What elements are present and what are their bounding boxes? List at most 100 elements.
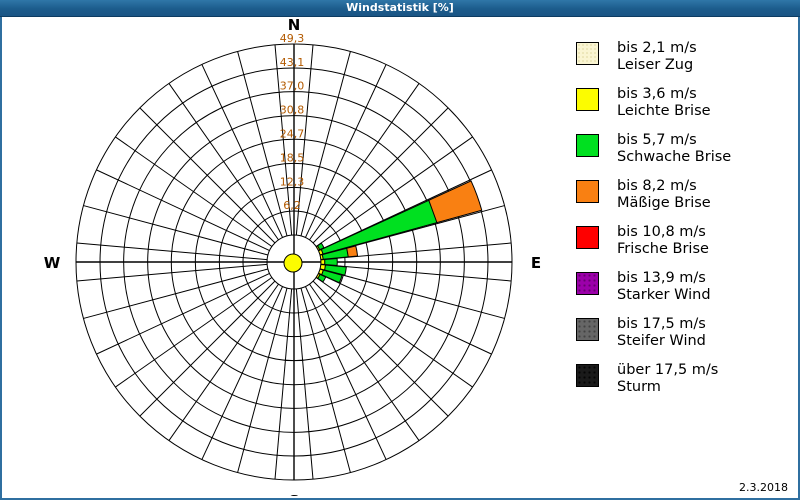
radial-tick-label-1: 12,3 bbox=[280, 175, 305, 188]
grid-spoke-5 bbox=[315, 136, 473, 247]
petal-4-segment-2 bbox=[321, 269, 343, 284]
legend-label-3: bis 8,2 m/s Mäßige Brise bbox=[617, 178, 711, 212]
legend-item[interactable]: bis 8,2 m/s Mäßige Brise bbox=[576, 178, 791, 219]
legend-speed-1: bis 3,6 m/s bbox=[617, 86, 697, 102]
grid-spoke-22 bbox=[139, 280, 276, 417]
grid-spoke-35 bbox=[274, 44, 293, 236]
grid-spoke-26 bbox=[76, 263, 268, 282]
legend-speed-2: bis 5,7 m/s bbox=[617, 132, 697, 148]
calm-center-marker bbox=[283, 253, 303, 273]
legend-name-7: Sturm bbox=[617, 379, 661, 395]
legend-label-7: über 17,5 m/s Sturm bbox=[617, 362, 718, 396]
grid-spoke-17 bbox=[295, 288, 314, 480]
legend-item[interactable]: bis 5,7 m/s Schwache Brise bbox=[576, 132, 791, 173]
radial-tick-label-5: 37,0 bbox=[280, 80, 305, 93]
polar-grid bbox=[75, 43, 513, 481]
legend-name-2: Schwache Brise bbox=[617, 149, 732, 165]
legend-swatch-4 bbox=[576, 226, 599, 249]
grid-spoke-24 bbox=[96, 272, 270, 355]
legend-name-1: Leichte Brise bbox=[617, 103, 711, 119]
grid-spoke-27 bbox=[76, 242, 268, 261]
window-client-area: 6,2 12,3 18,5 24,7 30,8 37,0 43,1 49,3 N S E W bis… bbox=[0, 17, 800, 500]
grid-spoke-9 bbox=[320, 263, 512, 282]
legend-swatch-5 bbox=[576, 272, 599, 295]
legend-speed-3: bis 8,2 m/s bbox=[617, 178, 697, 194]
radial-tick-label-4: 30,8 bbox=[280, 104, 305, 117]
grid-spoke-31 bbox=[139, 107, 276, 244]
grid-spoke-29 bbox=[96, 169, 270, 252]
grid-spoke-19 bbox=[237, 287, 288, 473]
grid-spoke-10 bbox=[319, 268, 505, 319]
petal-0-segment-2 bbox=[320, 199, 438, 255]
grid-spoke-13 bbox=[312, 280, 449, 417]
legend-name-3: Mäßige Brise bbox=[617, 195, 711, 211]
legend-item[interactable]: bis 10,8 m/s Frische Brise bbox=[576, 224, 791, 265]
legend-item[interactable]: bis 17,5 m/s Steifer Wind bbox=[576, 316, 791, 357]
grid-spoke-25 bbox=[83, 268, 269, 319]
compass-label-west: W bbox=[44, 254, 61, 272]
legend-item[interactable]: bis 3,6 m/s Leichte Brise bbox=[576, 86, 791, 127]
legend-label-4: bis 10,8 m/s Frische Brise bbox=[617, 224, 709, 258]
wind-rose-chart: 6,2 12,3 18,5 24,7 30,8 37,0 43,1 49,3 N S E W bbox=[2, 17, 562, 496]
petal-3-segment-2 bbox=[324, 264, 347, 276]
petal-5-segment-2 bbox=[317, 273, 327, 283]
legend-speed-7: über 17,5 m/s bbox=[617, 362, 719, 378]
radial-tick-labels: 6,2 12,3 18,5 24,7 30,8 37,0 43,1 49,3 bbox=[280, 32, 305, 212]
grid-spoke-12 bbox=[315, 277, 473, 388]
legend-label-5: bis 13,9 m/s Starker Wind bbox=[617, 270, 711, 304]
grid-spoke-20 bbox=[201, 286, 284, 460]
wind-rose-svg: 6,2 12,3 18,5 24,7 30,8 37,0 43,1 49,3 N S E W bbox=[44, 17, 541, 496]
legend-item[interactable]: bis 13,9 m/s Starker Wind bbox=[576, 270, 791, 311]
grid-spoke-18 bbox=[274, 288, 293, 480]
legend-speed-5: bis 13,9 m/s bbox=[617, 270, 706, 286]
legend-name-0: Leiser Zug bbox=[617, 57, 694, 73]
legend-speed-0: bis 2,1 m/s bbox=[617, 40, 697, 56]
radial-tick-label-7: 49,3 bbox=[280, 32, 305, 45]
legend-swatch-7 bbox=[576, 364, 599, 387]
legend-name-6: Steifer Wind bbox=[617, 333, 706, 349]
compass-label-east: E bbox=[531, 254, 541, 272]
window-titlebar: Windstatistik [%] bbox=[0, 0, 800, 17]
petal-6-segment-2 bbox=[316, 242, 325, 251]
grid-spoke-14 bbox=[309, 283, 420, 441]
radial-tick-label-6: 43,1 bbox=[280, 56, 305, 69]
compass-labels: N S E W bbox=[44, 17, 541, 496]
grid-spoke-16 bbox=[300, 287, 351, 473]
grid-spoke-15 bbox=[304, 286, 387, 460]
legend-label-1: bis 3,6 m/s Leichte Brise bbox=[617, 86, 711, 120]
legend-name-5: Starker Wind bbox=[617, 287, 711, 303]
compass-label-north: N bbox=[288, 17, 301, 34]
radial-tick-label-2: 18,5 bbox=[280, 151, 305, 164]
petal-1-segment-3 bbox=[346, 245, 359, 258]
radial-tick-label-0: 6,2 bbox=[283, 199, 301, 212]
calm-center-dot bbox=[283, 253, 303, 273]
grid-spoke-28 bbox=[83, 205, 269, 256]
legend-name-4: Frische Brise bbox=[617, 241, 709, 257]
legend-swatch-1 bbox=[576, 88, 599, 111]
legend-swatch-3 bbox=[576, 180, 599, 203]
legend-swatch-6 bbox=[576, 318, 599, 341]
legend-label-2: bis 5,7 m/s Schwache Brise bbox=[617, 132, 731, 166]
legend: bis 2,1 m/s Leiser Zug bis 3,6 m/s Leich… bbox=[576, 40, 791, 408]
legend-item[interactable]: über 17,5 m/s Sturm bbox=[576, 362, 791, 403]
petal-0-segment-3 bbox=[428, 180, 483, 224]
legend-speed-4: bis 10,8 m/s bbox=[617, 224, 706, 240]
legend-label-6: bis 17,5 m/s Steifer Wind bbox=[617, 316, 706, 350]
grid-spoke-3 bbox=[309, 83, 420, 241]
grid-spoke-0 bbox=[295, 44, 314, 236]
window-title: Windstatistik [%] bbox=[346, 1, 454, 14]
grid-spoke-23 bbox=[115, 277, 273, 388]
grid-spoke-11 bbox=[318, 272, 492, 355]
grid-spoke-32 bbox=[168, 83, 279, 241]
footer-date: 2.3.2018 bbox=[739, 481, 788, 494]
grid-spoke-21 bbox=[168, 283, 279, 441]
legend-item[interactable]: bis 2,1 m/s Leiser Zug bbox=[576, 40, 791, 81]
grid-spoke-2 bbox=[304, 64, 387, 238]
legend-label-0: bis 2,1 m/s Leiser Zug bbox=[617, 40, 697, 74]
grid-spoke-34 bbox=[237, 51, 288, 237]
radial-tick-label-3: 24,7 bbox=[280, 127, 305, 140]
grid-spoke-1 bbox=[300, 51, 351, 237]
legend-speed-6: bis 17,5 m/s bbox=[617, 316, 706, 332]
compass-label-south: S bbox=[289, 492, 300, 496]
